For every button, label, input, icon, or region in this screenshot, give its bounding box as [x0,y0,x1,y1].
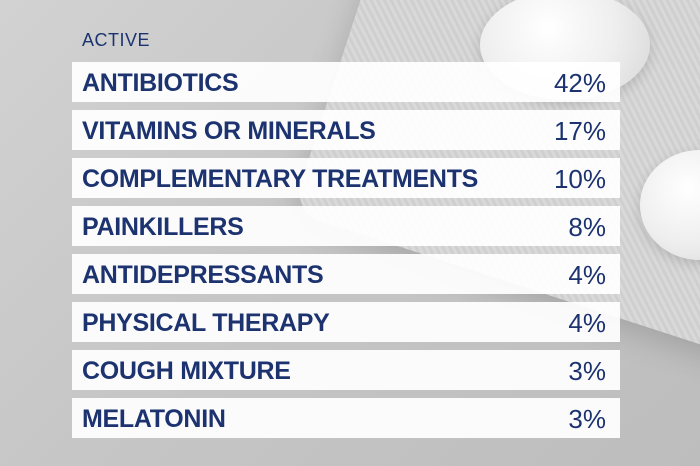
row-value: 4% [568,308,606,338]
row-label: COUGH MIXTURE [82,357,291,385]
table-row: ANTIDEPRESSANTS 4% [72,254,620,294]
table-row: PAINKILLERS 8% [72,206,620,246]
section-title: ACTIVE [82,30,151,50]
row-label: VITAMINS OR MINERALS [82,117,376,145]
table-row: MELATONIN 3% [72,398,620,438]
row-label: MELATONIN [82,405,226,433]
table-row: COUGH MIXTURE 3% [72,350,620,390]
row-label: ANTIBIOTICS [82,69,239,97]
row-label: ANTIDEPRESSANTS [82,261,324,289]
row-value: 17% [553,116,606,146]
row-label: PHYSICAL THERAPY [82,309,330,337]
table-row: ANTIBIOTICS 42% [72,62,620,102]
table-row: PHYSICAL THERAPY 4% [72,302,620,342]
table-row: COMPLEMENTARY TREATMENTS 10% [72,158,620,198]
row-label: PAINKILLERS [82,213,244,241]
row-value: 4% [568,260,606,290]
row-value: 3% [568,404,606,434]
table-row: VITAMINS OR MINERALS 17% [72,110,620,150]
row-value: 10% [553,164,606,194]
row-value: 8% [568,212,606,242]
row-label: COMPLEMENTARY TREATMENTS [82,165,479,193]
row-value: 3% [568,356,606,386]
row-value: 42% [553,68,606,98]
